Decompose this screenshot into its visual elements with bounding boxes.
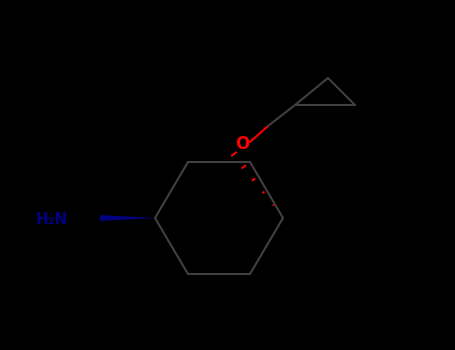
Polygon shape xyxy=(100,215,155,221)
Text: H₂N: H₂N xyxy=(36,211,68,226)
Text: O: O xyxy=(235,135,249,153)
